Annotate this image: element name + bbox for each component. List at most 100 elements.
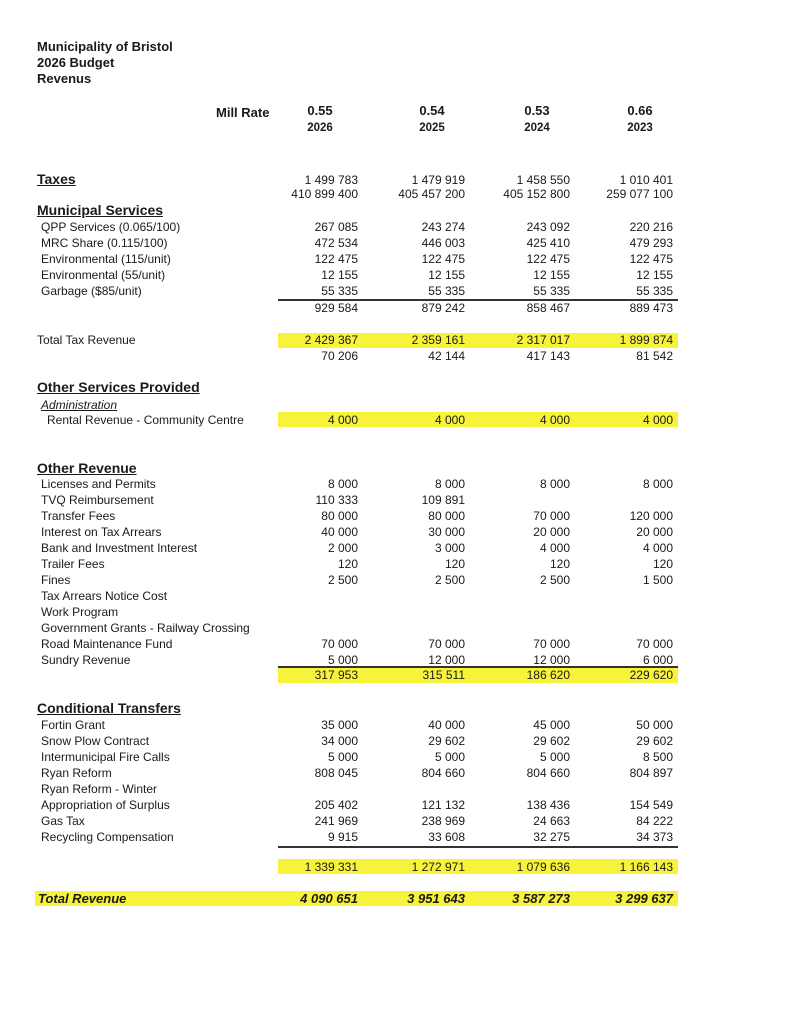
line-item-value: 446 003 (421, 236, 465, 250)
line-item-value: 120 (444, 557, 465, 571)
line-item-value: 154 549 (629, 798, 673, 812)
subtotal-value: 879 242 (421, 301, 465, 315)
line-item-value: 70 000 (533, 509, 570, 523)
tax-value: 1 458 550 (516, 173, 570, 187)
subtotal-rule (278, 846, 678, 848)
line-item-value: 121 132 (421, 798, 465, 812)
line-item-value: 55 335 (428, 284, 465, 298)
total-tax-revenue-value: 2 429 367 (304, 333, 358, 347)
line-item-label: Environmental (55/unit) (41, 268, 166, 282)
mill-rate-label: Mill Rate (216, 105, 270, 120)
line-item-label: Work Program (41, 605, 119, 619)
line-item-value: 8 000 (539, 477, 570, 491)
tax-value: 1 499 783 (304, 173, 358, 187)
total-tax-revenue-label: Total Tax Revenue (37, 333, 136, 347)
line-item-value: 55 335 (533, 284, 570, 298)
line-item-label: Appropriation of Surplus (41, 798, 170, 812)
line-item-label: Intermunicipal Fire Calls (41, 750, 170, 764)
year-header: 2023 (627, 122, 653, 134)
line-item-value: 122 475 (629, 252, 673, 266)
line-item-value: 34 000 (321, 734, 358, 748)
budget-title: 2026 Budget (37, 55, 115, 70)
line-item-value: 9 915 (327, 830, 358, 844)
line-item-value: 4 000 (642, 541, 673, 555)
line-item-label: Bank and Investment Interest (41, 541, 198, 555)
line-item-value: 4 000 (642, 413, 673, 427)
line-item-value: 8 000 (434, 477, 465, 491)
subtotal-value: 1 339 331 (304, 860, 358, 874)
line-item-value: 55 335 (636, 284, 673, 298)
tax-value: 1 010 401 (619, 173, 673, 187)
line-item-label: Fortin Grant (41, 718, 106, 732)
subtotal-value: 315 511 (422, 668, 466, 682)
line-item-value: 2 500 (327, 573, 358, 587)
subtotal-value: 186 620 (526, 668, 570, 682)
assessment-value: 259 077 100 (606, 187, 673, 201)
mill-rate-value: 0.54 (419, 103, 445, 118)
section-heading-other-services: Other Services Provided (37, 379, 200, 395)
line-item-value: 12 155 (321, 268, 358, 282)
line-item-value: 29 602 (533, 734, 570, 748)
mill-rate-value: 0.55 (307, 103, 333, 118)
assessment-value: 410 899 400 (291, 187, 358, 201)
line-item-value: 238 969 (421, 814, 465, 828)
line-item-value: 808 045 (314, 766, 358, 780)
line-item-value: 12 155 (636, 268, 673, 282)
line-item-label: Rental Revenue - Community Centre (47, 413, 244, 427)
line-item-value: 40 000 (321, 525, 358, 539)
assessment-value: 405 152 800 (503, 187, 570, 201)
line-item-value: 120 000 (629, 509, 673, 523)
subtotal-value: 1 166 143 (619, 860, 673, 874)
highlight (278, 412, 678, 427)
line-item-label: Government Grants - Railway Crossing (41, 621, 250, 635)
line-item-value: 4 000 (327, 413, 358, 427)
subtotal-rule (278, 666, 678, 668)
line-item-value: 2 500 (539, 573, 570, 587)
line-item-label: Gas Tax (41, 814, 85, 828)
line-item-value: 80 000 (321, 509, 358, 523)
difference-value: 81 542 (636, 349, 673, 363)
line-item-label: Transfer Fees (41, 509, 116, 523)
total-revenue-value: 3 299 637 (615, 891, 673, 906)
line-item-value: 80 000 (428, 509, 465, 523)
line-item-value: 479 293 (629, 236, 673, 250)
total-revenue-value: 4 090 651 (300, 891, 358, 906)
total-tax-revenue-value: 2 359 161 (411, 333, 465, 347)
mill-rate-value: 0.66 (627, 103, 653, 118)
line-item-value: 4 000 (539, 413, 570, 427)
line-item-value: 70 000 (321, 637, 358, 651)
line-item-value: 5 000 (539, 750, 570, 764)
line-item-value: 29 602 (636, 734, 673, 748)
line-item-label: TVQ Reimbursement (41, 493, 154, 507)
line-item-value: 109 891 (421, 493, 465, 507)
line-item-value: 804 897 (629, 766, 673, 780)
total-revenue-value: 3 951 643 (407, 891, 465, 906)
line-item-label: Garbage ($85/unit) (41, 284, 142, 298)
line-item-value: 804 660 (526, 766, 570, 780)
section-title: Revenus (37, 71, 92, 86)
line-item-label: Trailer Fees (41, 557, 105, 571)
total-tax-revenue-value: 1 899 874 (619, 333, 673, 347)
subtotal-value: 858 467 (526, 301, 570, 315)
subtotal-value: 889 473 (629, 301, 673, 315)
line-item-value: 12 000 (428, 653, 465, 667)
line-item-value: 1 500 (642, 573, 673, 587)
line-item-value: 5 000 (434, 750, 465, 764)
line-item-value: 120 (337, 557, 358, 571)
line-item-value: 5 000 (327, 653, 358, 667)
line-item-value: 40 000 (428, 718, 465, 732)
subsection-administration: Administration (41, 398, 118, 412)
line-item-label: Tax Arrears Notice Cost (41, 589, 168, 603)
section-heading-other-revenue: Other Revenue (37, 460, 137, 476)
line-item-value: 70 000 (636, 637, 673, 651)
highlight (278, 859, 678, 874)
section-heading-municipal-services: Municipal Services (37, 202, 164, 218)
line-item-label: Ryan Reform (41, 766, 112, 780)
section-heading-conditional-transfers: Conditional Transfers (37, 700, 181, 716)
line-item-label: Road Maintenance Fund (41, 637, 173, 651)
line-item-value: 4 000 (539, 541, 570, 555)
line-item-label: Environmental (115/unit) (41, 252, 171, 266)
line-item-value: 425 410 (526, 236, 570, 250)
line-item-value: 6 000 (642, 653, 673, 667)
